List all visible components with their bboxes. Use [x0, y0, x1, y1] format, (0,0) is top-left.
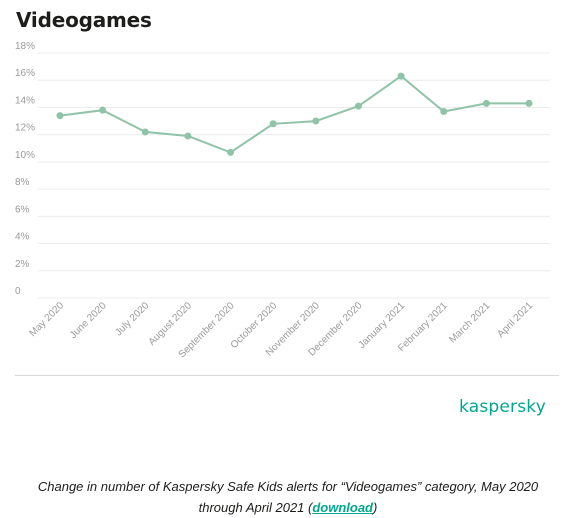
data-point [184, 132, 192, 140]
data-point [227, 148, 235, 156]
y-tick-label: 16% [15, 68, 35, 79]
y-tick-label: 2% [15, 259, 30, 270]
data-point [56, 112, 64, 120]
chart-caption: Change in number of Kaspersky Safe Kids … [20, 476, 556, 518]
line-chart: 0 2% 4% 6% 8% 10% 12% 14% 16% 18% May 2020 June 20… [15, 41, 550, 360]
kaspersky-logo: kaspersky [458, 397, 546, 417]
x-tick-label: May 2020 [27, 300, 66, 339]
x-tick-label: August 2020 [147, 300, 195, 348]
caption-end: ) [373, 500, 378, 515]
y-tick-label: 6% [15, 204, 30, 215]
series-line [59, 74, 529, 154]
y-tick-label: 4% [15, 232, 30, 243]
data-points [56, 72, 533, 156]
data-point [141, 128, 149, 136]
x-tick-label: April 2021 [496, 300, 536, 340]
data-point [440, 108, 448, 116]
x-tick-label: July 2020 [113, 300, 151, 338]
y-tick-label: 10% [15, 150, 35, 161]
download-link[interactable]: download [312, 500, 374, 515]
y-tick-label: 8% [15, 177, 30, 188]
data-point [525, 99, 533, 107]
data-point [397, 72, 405, 80]
chart-title: Videogames [16, 8, 152, 32]
divider [15, 375, 559, 376]
y-tick-label: 0 [15, 286, 21, 297]
y-axis-ticks: 0 2% 4% 6% 8% 10% 12% 14% 16% 18% [15, 41, 35, 297]
data-point [99, 106, 107, 114]
x-tick-label: June 2020 [68, 300, 109, 341]
y-tick-label: 14% [15, 95, 35, 106]
x-tick-label: March 2021 [447, 300, 492, 345]
data-point [269, 120, 277, 128]
data-point [354, 102, 362, 110]
data-point [312, 117, 320, 125]
grid-lines [38, 52, 550, 299]
y-tick-label: 12% [15, 123, 35, 134]
y-tick-label: 18% [15, 41, 35, 52]
data-point [482, 99, 490, 107]
